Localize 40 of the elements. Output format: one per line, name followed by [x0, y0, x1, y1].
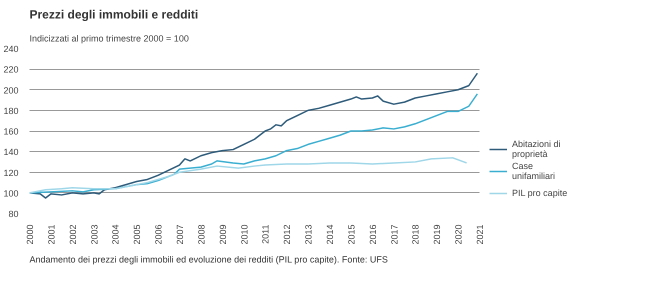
x-tick-label: 2006: [154, 224, 164, 245]
x-tick-label: 2001: [46, 224, 56, 245]
y-tick-label: 180: [3, 106, 19, 116]
x-tick-label: 2007: [175, 224, 185, 245]
chart-title: Prezzi degli immobili e redditi: [30, 8, 198, 22]
y-tick-label: 80: [8, 209, 19, 219]
line-series: [30, 157, 468, 194]
x-tick-label: 2021: [475, 224, 485, 245]
legend-label: PIL pro capite: [512, 188, 568, 198]
legend-label: Abitazioni di proprietà: [512, 139, 561, 159]
line-series: [30, 93, 478, 194]
x-tick-label: 2011: [260, 224, 271, 244]
x-tick-label: 2005: [132, 224, 142, 245]
x-tick-label: 2019: [432, 224, 442, 245]
x-tick-label: 2004: [110, 224, 121, 245]
y-tick-label: 160: [3, 126, 19, 136]
y-tick-label: 120: [3, 168, 19, 178]
x-tick-label: 2009: [218, 224, 228, 245]
x-tick-label: 2010: [239, 224, 250, 245]
text: Andamento dei prezzi degli immobili ed evoluzione dei redditi (PIL pro capite). Fonte: UFS: [30, 254, 388, 264]
x-tick-label: 2002: [68, 224, 78, 245]
x-tick-label: 2008: [196, 224, 206, 245]
x-tick-label: 2020: [454, 224, 464, 245]
y-tick-label: 240: [3, 44, 19, 54]
x-tick-label: 2016: [368, 224, 378, 245]
x-tick-label: 2014: [325, 224, 335, 245]
x-tick-label: 2012: [282, 224, 292, 245]
x-tick-label: 2015: [346, 224, 356, 245]
line-series: [30, 72, 478, 199]
y-tick-label: 140: [3, 147, 19, 158]
y-tick-label: 100: [3, 188, 19, 198]
y-tick-label: 200: [3, 85, 19, 96]
x-tick-label: 2003: [89, 224, 100, 245]
x-tick-label: 2018: [410, 224, 421, 245]
chart-subtitle: Indicizzati al primo trimestre 2000 = 100: [30, 34, 189, 44]
y-tick-label: 220: [3, 64, 19, 75]
x-tick-label: 2000: [25, 224, 35, 245]
x-tick-label: 2013: [304, 224, 314, 245]
legend-label: Case unifamiliari: [512, 161, 556, 181]
x-tick-label: 2017: [389, 224, 400, 245]
